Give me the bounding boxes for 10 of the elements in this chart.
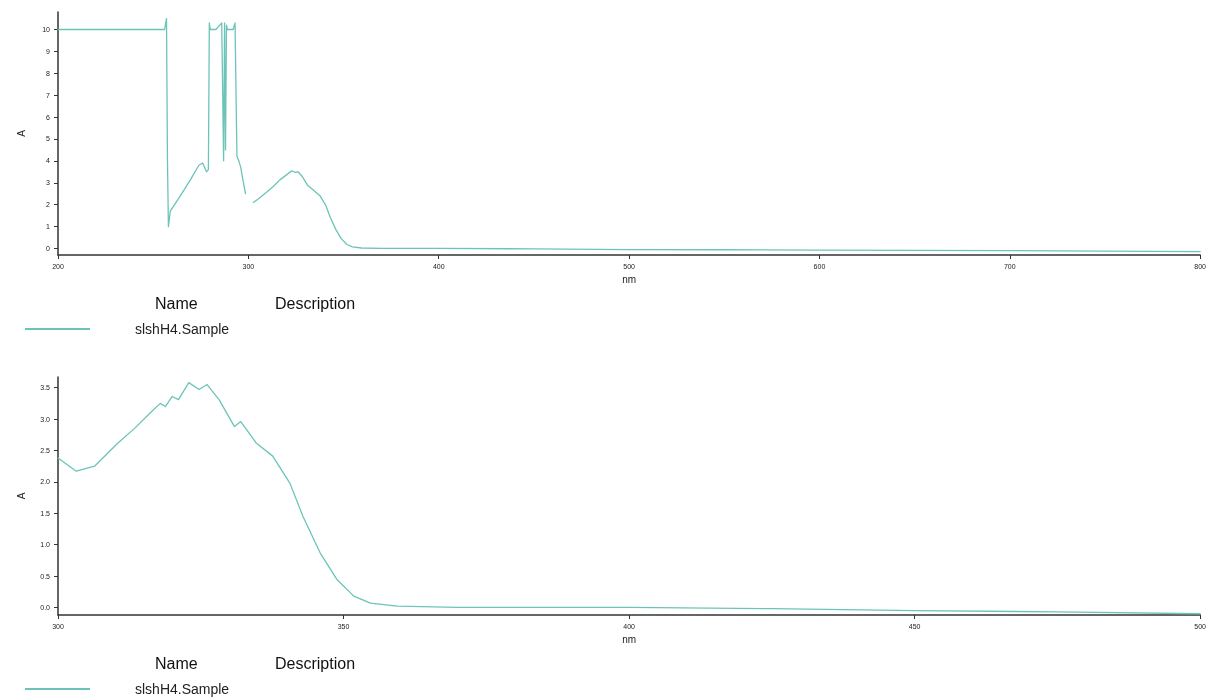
- text: slshH4.Sample: [135, 681, 230, 697]
- text: Description: [275, 294, 356, 312]
- text: slshH4.Sample: [135, 321, 230, 337]
- y-axis-title: A: [15, 129, 27, 137]
- legend-title: Name: [155, 654, 198, 672]
- legend-title: Name: [155, 294, 198, 312]
- y-axis-title: A: [15, 492, 27, 500]
- text: Description: [275, 654, 356, 672]
- x-axis-title: nm: [622, 634, 637, 646]
- x-axis-title: nm: [622, 274, 637, 286]
